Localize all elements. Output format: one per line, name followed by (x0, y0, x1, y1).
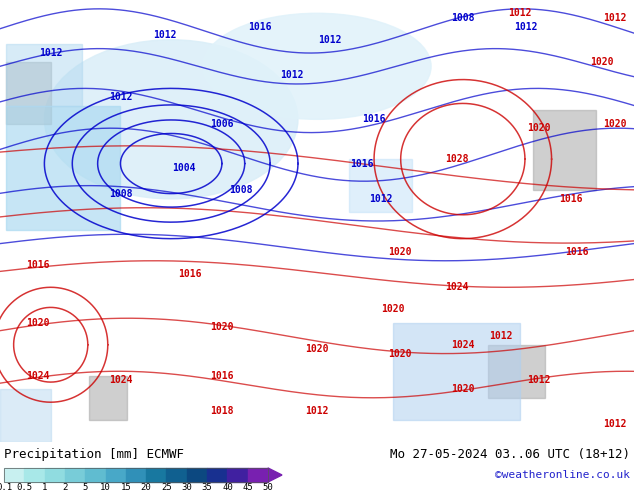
Text: 1008: 1008 (451, 13, 475, 23)
Text: 1020: 1020 (387, 348, 411, 359)
Bar (6, 44, 82, 106)
Text: 1020: 1020 (590, 57, 614, 67)
Text: 1012: 1012 (603, 419, 627, 429)
Bar (187, 468, 207, 482)
Bar (533, 111, 596, 190)
Bar (4, 468, 24, 482)
Text: 1024: 1024 (451, 340, 475, 350)
Text: 1028: 1028 (444, 154, 469, 164)
Text: Mo 27-05-2024 03..06 UTC (18+12): Mo 27-05-2024 03..06 UTC (18+12) (390, 448, 630, 461)
Text: 1012: 1012 (39, 48, 63, 58)
Text: 1012: 1012 (489, 331, 513, 341)
Text: 20: 20 (141, 484, 152, 490)
Text: 1020: 1020 (451, 384, 475, 394)
Text: 25: 25 (161, 484, 172, 490)
Bar (488, 345, 545, 398)
Bar (4, 468, 268, 482)
Text: 1020: 1020 (387, 247, 411, 257)
Text: 2: 2 (62, 484, 68, 490)
Bar (393, 322, 520, 420)
Bar (89, 376, 127, 420)
Text: 1020: 1020 (527, 123, 551, 133)
Bar (248, 468, 268, 482)
Text: 30: 30 (181, 484, 192, 490)
Text: 1016: 1016 (26, 260, 50, 270)
Bar (44, 468, 65, 482)
Text: 35: 35 (202, 484, 212, 490)
Text: 1018: 1018 (210, 406, 234, 416)
Text: 15: 15 (120, 484, 131, 490)
Bar (349, 159, 412, 212)
Text: 1020: 1020 (210, 322, 234, 332)
Bar (105, 468, 126, 482)
Text: 1008: 1008 (229, 185, 253, 195)
Text: 1016: 1016 (362, 114, 386, 124)
Text: 1020: 1020 (305, 344, 329, 354)
Bar (0, 389, 51, 442)
Text: 1012: 1012 (368, 194, 392, 204)
Text: 10: 10 (100, 484, 111, 490)
Text: 1012: 1012 (514, 22, 538, 31)
Text: 1: 1 (42, 484, 48, 490)
Text: 1012: 1012 (108, 92, 133, 102)
Ellipse shape (44, 40, 298, 199)
Text: 1020: 1020 (603, 119, 627, 129)
Text: 1004: 1004 (172, 163, 196, 173)
Text: 1024: 1024 (26, 370, 50, 381)
Text: Precipitation [mm] ECMWF: Precipitation [mm] ECMWF (4, 448, 184, 461)
Bar (146, 468, 167, 482)
Text: 1016: 1016 (210, 370, 234, 381)
Text: 0.1: 0.1 (0, 484, 12, 490)
Polygon shape (268, 468, 282, 482)
Text: 40: 40 (222, 484, 233, 490)
Text: 1024: 1024 (444, 282, 469, 293)
Text: ©weatheronline.co.uk: ©weatheronline.co.uk (495, 470, 630, 480)
Text: 50: 50 (262, 484, 273, 490)
Text: 5: 5 (82, 484, 88, 490)
Text: 1012: 1012 (508, 8, 532, 18)
Text: 1012: 1012 (153, 30, 177, 40)
Text: 1012: 1012 (603, 13, 627, 23)
Text: 1012: 1012 (527, 375, 551, 385)
Bar (65, 468, 85, 482)
Ellipse shape (203, 13, 431, 120)
Text: 1008: 1008 (108, 190, 133, 199)
Bar (24, 468, 44, 482)
Bar (207, 468, 228, 482)
Text: 1016: 1016 (559, 194, 583, 204)
Bar (228, 468, 248, 482)
Bar (167, 468, 187, 482)
Text: 1016: 1016 (565, 247, 589, 257)
Text: 1006: 1006 (210, 119, 234, 129)
Text: 1012: 1012 (305, 406, 329, 416)
Bar (85, 468, 105, 482)
Text: 1012: 1012 (280, 70, 304, 80)
Text: 1024: 1024 (108, 375, 133, 385)
Bar (6, 106, 120, 230)
Text: 1016: 1016 (178, 269, 202, 279)
Text: 45: 45 (242, 484, 253, 490)
Text: 1020: 1020 (26, 318, 50, 328)
Text: 1020: 1020 (381, 304, 405, 315)
Text: 1016: 1016 (248, 22, 272, 31)
Bar (6, 62, 51, 124)
Text: 1012: 1012 (318, 35, 342, 45)
Text: 0.5: 0.5 (16, 484, 32, 490)
Bar (126, 468, 146, 482)
Text: 1016: 1016 (349, 159, 373, 169)
